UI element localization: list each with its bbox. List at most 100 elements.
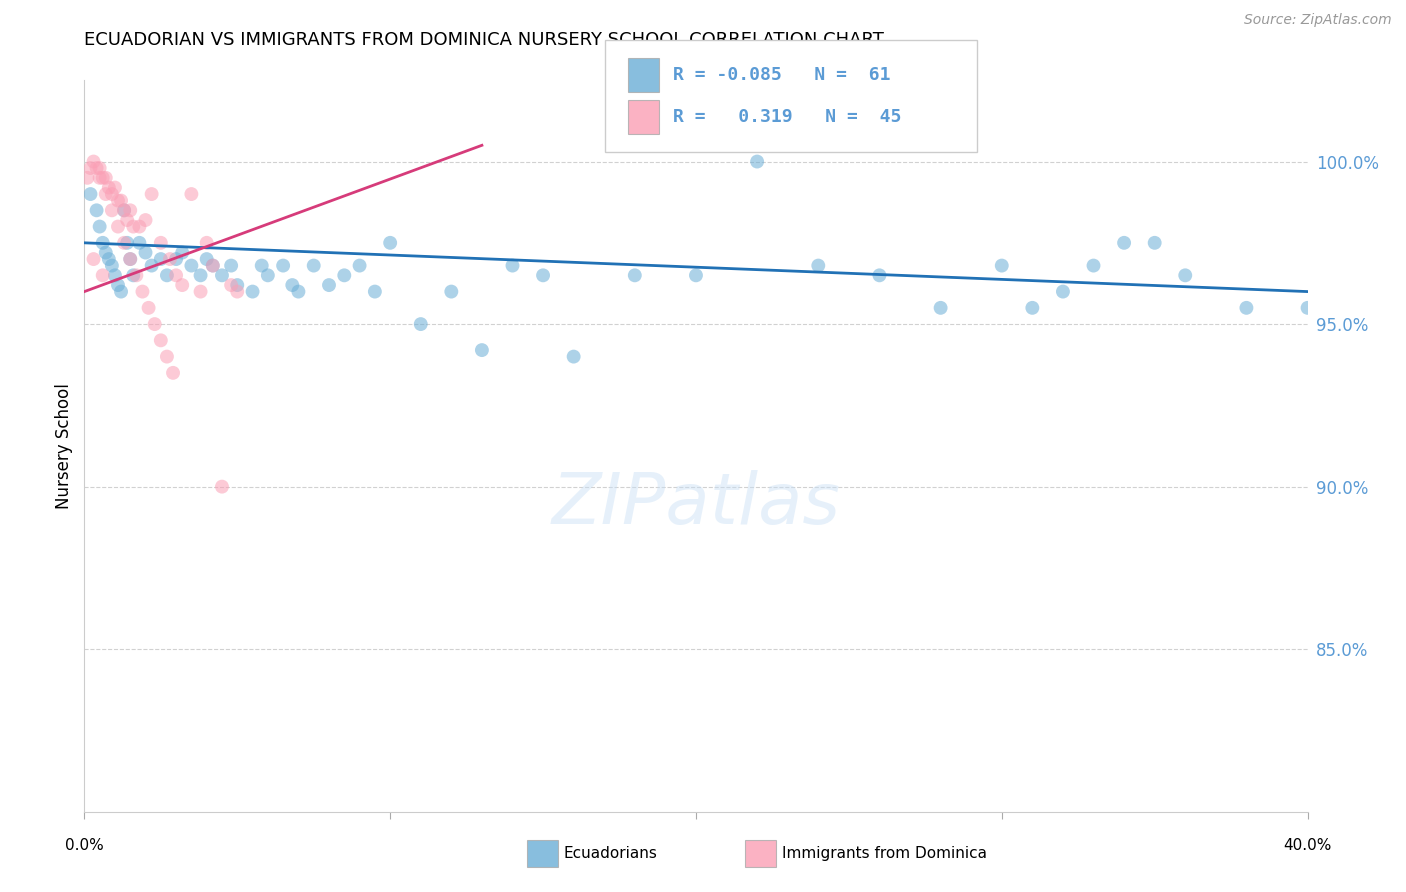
Point <box>502 259 524 273</box>
Point <box>83 252 105 266</box>
Point <box>91 235 114 250</box>
Point <box>281 278 304 293</box>
Point <box>869 268 891 283</box>
Point <box>226 285 249 299</box>
Point <box>112 203 135 218</box>
Point <box>190 268 212 283</box>
Point <box>219 278 242 293</box>
Point <box>112 235 135 250</box>
Point <box>624 268 647 283</box>
Point <box>562 350 585 364</box>
Point <box>76 170 98 185</box>
Point <box>172 278 194 293</box>
Point <box>94 187 117 202</box>
Point <box>97 180 120 194</box>
Text: 40.0%: 40.0% <box>1284 838 1331 853</box>
Point <box>101 187 124 202</box>
Point <box>107 194 129 208</box>
Text: Immigrants from Dominica: Immigrants from Dominica <box>782 847 987 861</box>
Point <box>349 259 371 273</box>
Point <box>128 219 150 234</box>
Point <box>89 219 111 234</box>
Point <box>180 259 202 273</box>
Point <box>143 317 166 331</box>
Point <box>86 203 108 218</box>
Point <box>1143 235 1166 250</box>
Point <box>219 259 242 273</box>
Point <box>107 278 129 293</box>
Point <box>156 268 179 283</box>
Point <box>333 268 356 283</box>
Text: 0.0%: 0.0% <box>65 838 104 853</box>
Point <box>125 268 148 283</box>
Point <box>302 259 325 273</box>
Text: ECUADORIAN VS IMMIGRANTS FROM DOMINICA NURSERY SCHOOL CORRELATION CHART: ECUADORIAN VS IMMIGRANTS FROM DOMINICA N… <box>84 31 884 49</box>
Point <box>94 170 117 185</box>
Point <box>250 259 273 273</box>
Point <box>128 235 150 250</box>
Point <box>159 252 181 266</box>
Point <box>531 268 554 283</box>
Point <box>1174 268 1197 283</box>
Point <box>201 259 224 273</box>
Text: R = -0.085   N =  61: R = -0.085 N = 61 <box>673 66 891 84</box>
Point <box>929 301 952 315</box>
Point <box>1114 235 1136 250</box>
Point <box>122 268 145 283</box>
Point <box>807 259 830 273</box>
Point <box>165 268 187 283</box>
Point <box>172 245 194 260</box>
Point <box>180 187 202 202</box>
Point <box>83 154 105 169</box>
Point <box>162 366 184 380</box>
Point <box>115 235 138 250</box>
Point <box>91 170 114 185</box>
Point <box>135 213 157 227</box>
Text: Source: ZipAtlas.com: Source: ZipAtlas.com <box>1244 13 1392 28</box>
Point <box>110 194 132 208</box>
Point <box>1083 259 1105 273</box>
Point <box>211 268 233 283</box>
Point <box>97 252 120 266</box>
Point <box>1021 301 1043 315</box>
Text: Ecuadorians: Ecuadorians <box>564 847 658 861</box>
Point <box>201 259 224 273</box>
Point <box>190 285 212 299</box>
Point <box>149 252 172 266</box>
Point <box>120 252 142 266</box>
Point <box>104 180 127 194</box>
Point <box>1236 301 1258 315</box>
Point <box>86 161 108 175</box>
Point <box>89 170 111 185</box>
Point <box>991 259 1014 273</box>
Point <box>318 278 340 293</box>
Point <box>149 334 172 348</box>
Point <box>195 235 218 250</box>
Text: R =   0.319   N =  45: R = 0.319 N = 45 <box>673 108 901 126</box>
Point <box>135 245 157 260</box>
Point <box>440 285 463 299</box>
Point <box>104 268 127 283</box>
Point <box>165 252 187 266</box>
Point <box>131 285 153 299</box>
Text: ZIPatlas: ZIPatlas <box>551 470 841 539</box>
Point <box>380 235 402 250</box>
Point <box>257 268 280 283</box>
Point <box>156 350 179 364</box>
Point <box>120 252 142 266</box>
Point <box>101 259 124 273</box>
Point <box>110 285 132 299</box>
Point <box>1296 301 1319 315</box>
Point <box>141 259 163 273</box>
Point <box>115 213 138 227</box>
Point <box>226 278 249 293</box>
Point <box>211 480 233 494</box>
Point <box>287 285 309 299</box>
Point <box>112 203 135 218</box>
Point <box>409 317 432 331</box>
Point <box>79 187 101 202</box>
Point <box>122 219 145 234</box>
Point <box>271 259 294 273</box>
Point <box>471 343 494 357</box>
Point <box>141 187 163 202</box>
